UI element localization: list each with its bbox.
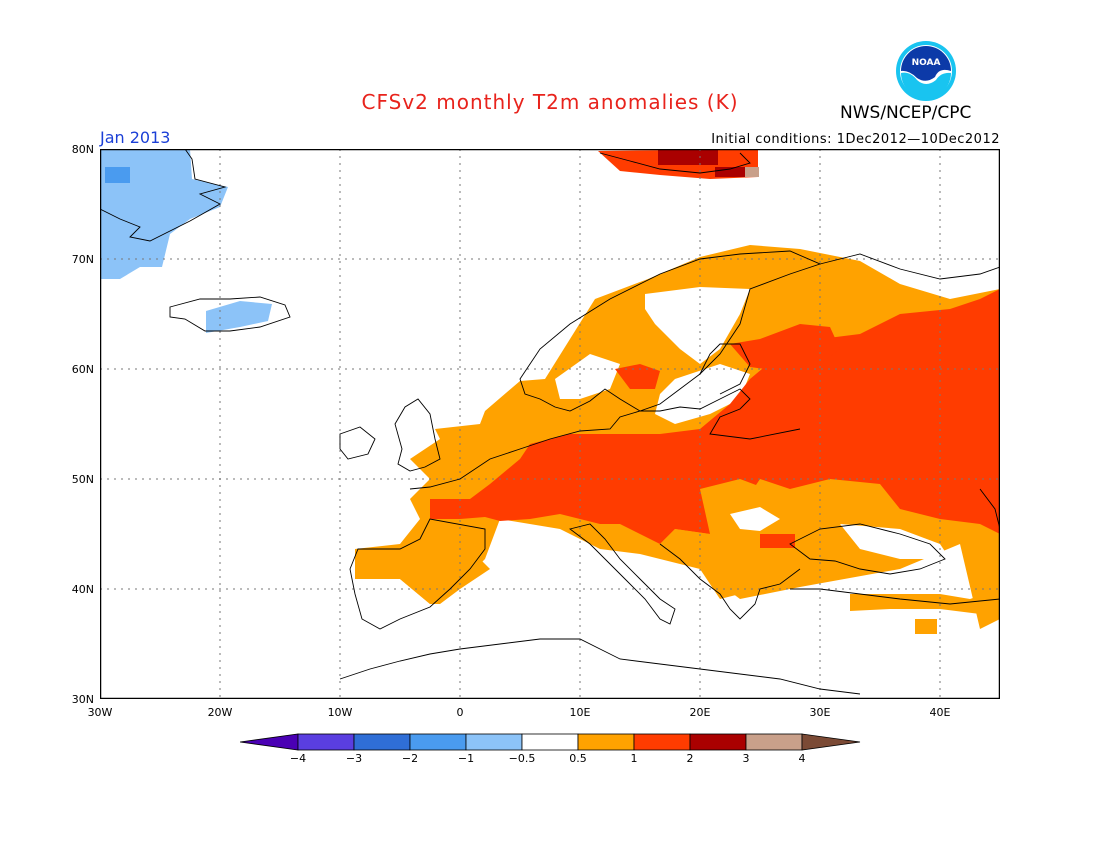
europe-coast bbox=[409, 388, 801, 490]
chart-title: CFSv2 monthly T2m anomalies (K) bbox=[361, 90, 739, 114]
colorbar-label-neg3: −3 bbox=[345, 752, 363, 765]
turkey-coast bbox=[790, 588, 1000, 605]
colorbar-bin-1 bbox=[633, 733, 691, 751]
iceland-anomaly bbox=[206, 301, 272, 333]
britain-coast bbox=[394, 398, 441, 472]
graticule bbox=[100, 149, 1000, 699]
svalbard-anomaly-hot bbox=[658, 149, 718, 165]
colorbar-bin-neutral bbox=[521, 733, 579, 751]
colorbar-label-neg1: −1 bbox=[457, 752, 475, 765]
italy-coast bbox=[568, 523, 676, 625]
baltic-neutral bbox=[655, 364, 750, 424]
svalbard-anomaly-hot2 bbox=[715, 167, 745, 177]
sweden-anomaly-2K bbox=[615, 364, 660, 389]
central-europe-anomaly-2K bbox=[430, 289, 1000, 544]
lon-label-0: 0 bbox=[456, 706, 464, 719]
lat-label-40n: 40N bbox=[71, 583, 94, 596]
iberia-coast bbox=[349, 518, 486, 630]
lon-label-10e: 10E bbox=[569, 706, 591, 719]
balkans-coast bbox=[659, 543, 801, 620]
colorbar-bin-0.5 bbox=[577, 733, 635, 751]
svalbard-anomaly-tan bbox=[745, 167, 759, 177]
iceland-coast bbox=[169, 296, 291, 332]
colorbar bbox=[240, 733, 861, 751]
noaa-logo: NOAA bbox=[896, 41, 956, 101]
lon-label-20w: 20W bbox=[207, 706, 233, 719]
lon-label-10w: 10W bbox=[327, 706, 353, 719]
colorbar-end-right bbox=[801, 733, 861, 751]
anomaly-fill-layer bbox=[100, 149, 1000, 634]
colorbar-label-neg2: −2 bbox=[401, 752, 419, 765]
caucasus-anomaly-1K bbox=[915, 619, 937, 634]
caspian-coast bbox=[979, 488, 1000, 530]
colorbar-label-3: 3 bbox=[742, 752, 750, 765]
colorbar-label-2: 2 bbox=[686, 752, 694, 765]
colorbar-label-0.5: 0.5 bbox=[569, 752, 587, 765]
agency-label: NWS/NCEP/CPC bbox=[840, 103, 972, 123]
romania-anomaly-2K bbox=[760, 534, 795, 548]
norway-coast-neutral bbox=[555, 354, 620, 399]
lat-label-60n: 60N bbox=[71, 363, 94, 376]
anomaly-map bbox=[100, 149, 1000, 699]
scandinavia-coast bbox=[519, 250, 822, 412]
russia-north-coast bbox=[819, 253, 1000, 280]
map-frame bbox=[100, 149, 1000, 699]
iberia-anomaly-1K bbox=[355, 539, 490, 604]
lon-label-20e: 20E bbox=[689, 706, 711, 719]
scandinavia-neutral bbox=[645, 287, 750, 364]
lat-label-80n: 80N bbox=[71, 143, 94, 156]
balkans-anomaly-1K bbox=[660, 479, 800, 599]
colorbar-end-left bbox=[240, 733, 299, 751]
colorbar-bin--2 bbox=[409, 733, 467, 751]
colorbar-bin-3 bbox=[745, 733, 803, 751]
svalbard-coast bbox=[599, 152, 751, 174]
lon-label-30w: 30W bbox=[87, 706, 113, 719]
greenland-anomaly bbox=[100, 149, 228, 279]
hungary-neutral bbox=[730, 507, 780, 531]
black-sea-neutral bbox=[840, 524, 950, 559]
greenland-anomaly-dark bbox=[105, 167, 130, 183]
initial-conditions: Initial conditions: 1Dec2012—10Dec2012 bbox=[711, 132, 1000, 147]
lat-label-30n: 30N bbox=[71, 693, 94, 706]
coastlines bbox=[100, 149, 1000, 695]
month-label: Jan 2013 bbox=[100, 128, 171, 147]
colorbar-label-1: 1 bbox=[630, 752, 638, 765]
turkey-anomaly-1K bbox=[850, 589, 1000, 619]
colorbar-bin--4 bbox=[297, 733, 355, 751]
lat-label-70n: 70N bbox=[71, 253, 94, 266]
black-sea-coast bbox=[789, 523, 946, 575]
colorbar-bin-2 bbox=[689, 733, 747, 751]
colorbar-label-neg0.5: −0.5 bbox=[508, 752, 536, 765]
colorbar-label-4: 4 bbox=[798, 752, 806, 765]
colorbar-label-neg4: −4 bbox=[289, 752, 307, 765]
ireland-coast bbox=[339, 426, 376, 460]
karelia-anomaly-2K bbox=[730, 324, 840, 371]
lat-label-50n: 50N bbox=[71, 473, 94, 486]
colorbar-bin--3 bbox=[353, 733, 411, 751]
greenland-coast bbox=[100, 149, 227, 242]
finland-coast bbox=[699, 343, 751, 395]
colorbar-bin--1 bbox=[465, 733, 523, 751]
africa-coast bbox=[339, 638, 861, 695]
lon-label-40e: 40E bbox=[929, 706, 951, 719]
lon-label-30e: 30E bbox=[809, 706, 831, 719]
logo-text: NOAA bbox=[912, 58, 941, 68]
